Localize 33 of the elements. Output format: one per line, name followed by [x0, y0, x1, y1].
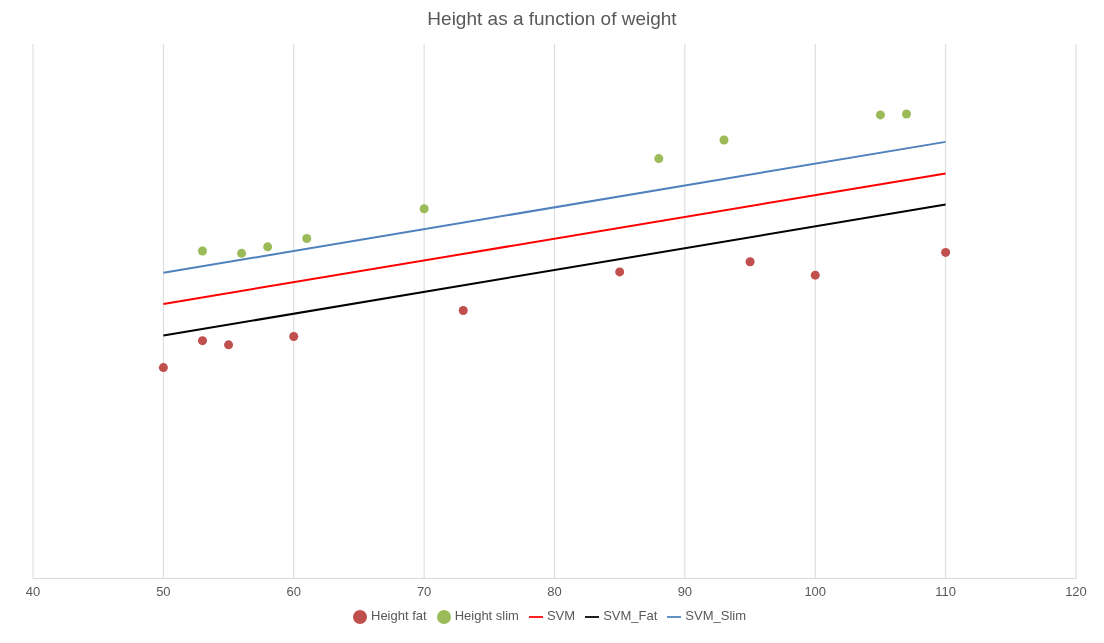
chart-title: Height as a function of weight [426, 8, 678, 30]
point [237, 248, 247, 258]
x-tick-label: 40 [25, 583, 41, 599]
point [197, 336, 207, 346]
legend-label: SVM [546, 608, 576, 624]
point [419, 204, 429, 214]
point [289, 331, 299, 341]
point [263, 242, 273, 252]
point [875, 110, 885, 120]
point [158, 363, 168, 373]
x-tick-label: 70 [416, 583, 432, 599]
legend-label: Height slim [454, 608, 519, 624]
x-tick-label: 50 [156, 583, 171, 599]
x-tick-label: 80 [547, 583, 562, 599]
point [197, 246, 207, 256]
point [902, 109, 912, 119]
point [615, 267, 625, 277]
x-tick-label: 60 [286, 583, 301, 599]
x-tick-label: 110 [935, 583, 956, 599]
x-tick-label: 120 [1065, 583, 1087, 599]
point [810, 270, 820, 280]
legend-label: SVM_Fat [603, 608, 658, 624]
point [224, 340, 234, 350]
legend-label: SVM_Slim [685, 608, 746, 624]
point [302, 233, 312, 243]
point [745, 257, 755, 267]
x-tick-label: 100 [804, 583, 827, 599]
legend-label: Height fat [371, 608, 427, 624]
x-tick-label: 90 [677, 583, 693, 599]
point [654, 154, 664, 164]
point [458, 305, 468, 315]
point [941, 247, 951, 257]
point [719, 135, 729, 145]
